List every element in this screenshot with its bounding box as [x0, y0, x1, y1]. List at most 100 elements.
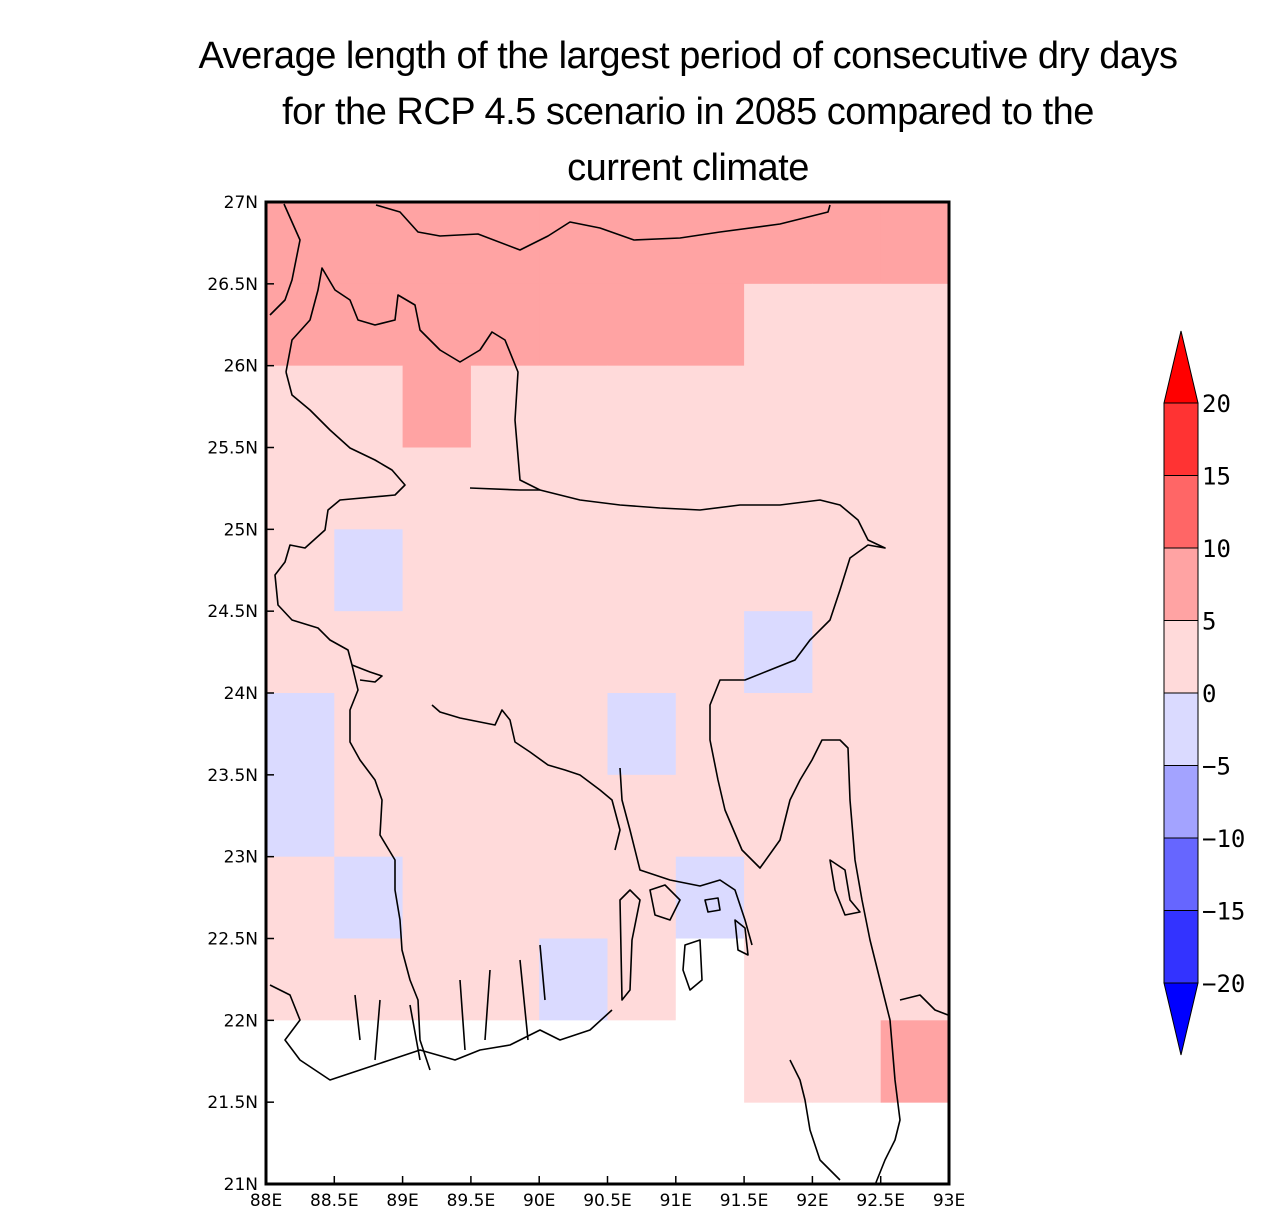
grid-cell [539, 774, 608, 858]
colorbar-label: 10 [1202, 535, 1231, 563]
colorbar-label: 5 [1202, 608, 1216, 636]
colorbar-swatch [1163, 910, 1199, 984]
grid-cell [402, 365, 472, 448]
grid-cell [744, 447, 813, 530]
grid-cell [675, 202, 745, 285]
river-jamuna [351, 664, 383, 683]
northern-border [269, 203, 301, 316]
colorbar-label: −15 [1202, 898, 1245, 926]
colorbar-label: −5 [1202, 753, 1231, 781]
grid-cell [334, 202, 404, 285]
title-line-2: for the RCP 4.5 scenario in 2085 compare… [282, 91, 1094, 133]
grid-cell [880, 856, 950, 939]
x-tick-label: 89.5E [447, 1191, 496, 1211]
grid-cell [675, 283, 745, 367]
grid-cell [607, 365, 677, 448]
island-5 [734, 919, 749, 956]
grid-cell [402, 611, 472, 694]
colorbar-swatch [1163, 402, 1199, 476]
grid-cell [402, 938, 472, 1021]
grid-cell [744, 283, 813, 367]
colorbar-label: 20 [1202, 390, 1231, 418]
grid-cell [402, 202, 472, 285]
grid-cell [812, 447, 882, 530]
grid-cell [812, 202, 882, 285]
colorbar-label: 0 [1202, 680, 1216, 708]
axis-labels: 88E 88.5E 89E 89.5E 90E 90.5E 91E 91.5E 92E 92.5E… [207, 193, 965, 1211]
grid-cell [402, 774, 472, 858]
grid-cell [470, 365, 540, 448]
colorbar-swatch [1163, 765, 1199, 839]
grid-cell [470, 938, 540, 1021]
grid-cell [607, 1020, 677, 1103]
grid-cell [607, 283, 677, 367]
river-padma [431, 704, 621, 851]
colorbar-swatch [1163, 620, 1199, 694]
grid-cell [539, 202, 608, 285]
grid-cell [266, 856, 335, 939]
grid-cell [266, 365, 335, 448]
map-title: Average length of the largest period of … [60, 28, 1288, 196]
y-tick-label: 27N [224, 193, 258, 213]
grid-cell [539, 1020, 608, 1103]
x-tick-label: 92E [796, 1191, 828, 1211]
grid-cell [402, 1020, 472, 1103]
y-tick-label: 25.5N [207, 439, 258, 459]
grid-cell [402, 856, 472, 939]
grid-cell [607, 202, 677, 285]
grid-cell [334, 611, 404, 694]
grid-cell [402, 529, 472, 612]
grid-cell [266, 693, 335, 776]
colorbar-swatch [1163, 547, 1199, 621]
grid-cell [880, 447, 950, 530]
x-tick-label: 90E [523, 1191, 555, 1211]
grid-cell [539, 529, 608, 612]
grid-cell [607, 529, 677, 612]
title-line-3: current climate [567, 147, 809, 189]
coastline [269, 203, 949, 1186]
grid-cell [812, 283, 882, 367]
sundarbans-coast [269, 984, 613, 1081]
grid-cell [812, 365, 882, 448]
grid-cell [675, 529, 745, 612]
grid-cell [539, 611, 608, 694]
grid-cell [470, 529, 540, 612]
grid-cell [880, 774, 950, 858]
grid-cell [675, 447, 745, 530]
nepal-bhutan-border [375, 204, 831, 251]
grid-cell [880, 365, 950, 448]
grid-cell [675, 1020, 745, 1103]
grid-cell [539, 938, 608, 1021]
y-tick-label: 21N [224, 1175, 258, 1195]
grid-cell [607, 447, 677, 530]
grid-cell [334, 774, 404, 858]
grid-cell [744, 365, 813, 448]
grid-cell [880, 1020, 950, 1103]
grid-cell [266, 774, 335, 858]
grid-cell [812, 856, 882, 939]
x-tick-label: 93E [933, 1191, 965, 1211]
colorbar-label: −20 [1202, 970, 1245, 998]
y-tick-label: 22.5N [207, 930, 258, 950]
grid-cell [266, 938, 335, 1021]
colorbar-max-arrow [1163, 330, 1199, 404]
grid-cell [812, 611, 882, 694]
grid-cell [744, 693, 813, 776]
grid-cell [334, 365, 404, 448]
grid-cell [470, 611, 540, 694]
grid-cell [266, 529, 335, 612]
y-tick-label: 24.5N [207, 602, 258, 622]
x-tick-label: 92.5E [856, 1191, 905, 1211]
island-1 [619, 889, 641, 1001]
grid-cell [675, 856, 745, 939]
y-tick-label: 22N [224, 1011, 258, 1031]
grid-cell [675, 611, 745, 694]
grid-cell [334, 938, 404, 1021]
chittagong-islands [829, 859, 861, 916]
grid-cell [266, 447, 335, 530]
meghna-delta [619, 767, 753, 946]
island-3 [682, 939, 703, 991]
grid-cell [744, 774, 813, 858]
colorbar-swatch [1163, 837, 1199, 911]
grid-cell [539, 856, 608, 939]
